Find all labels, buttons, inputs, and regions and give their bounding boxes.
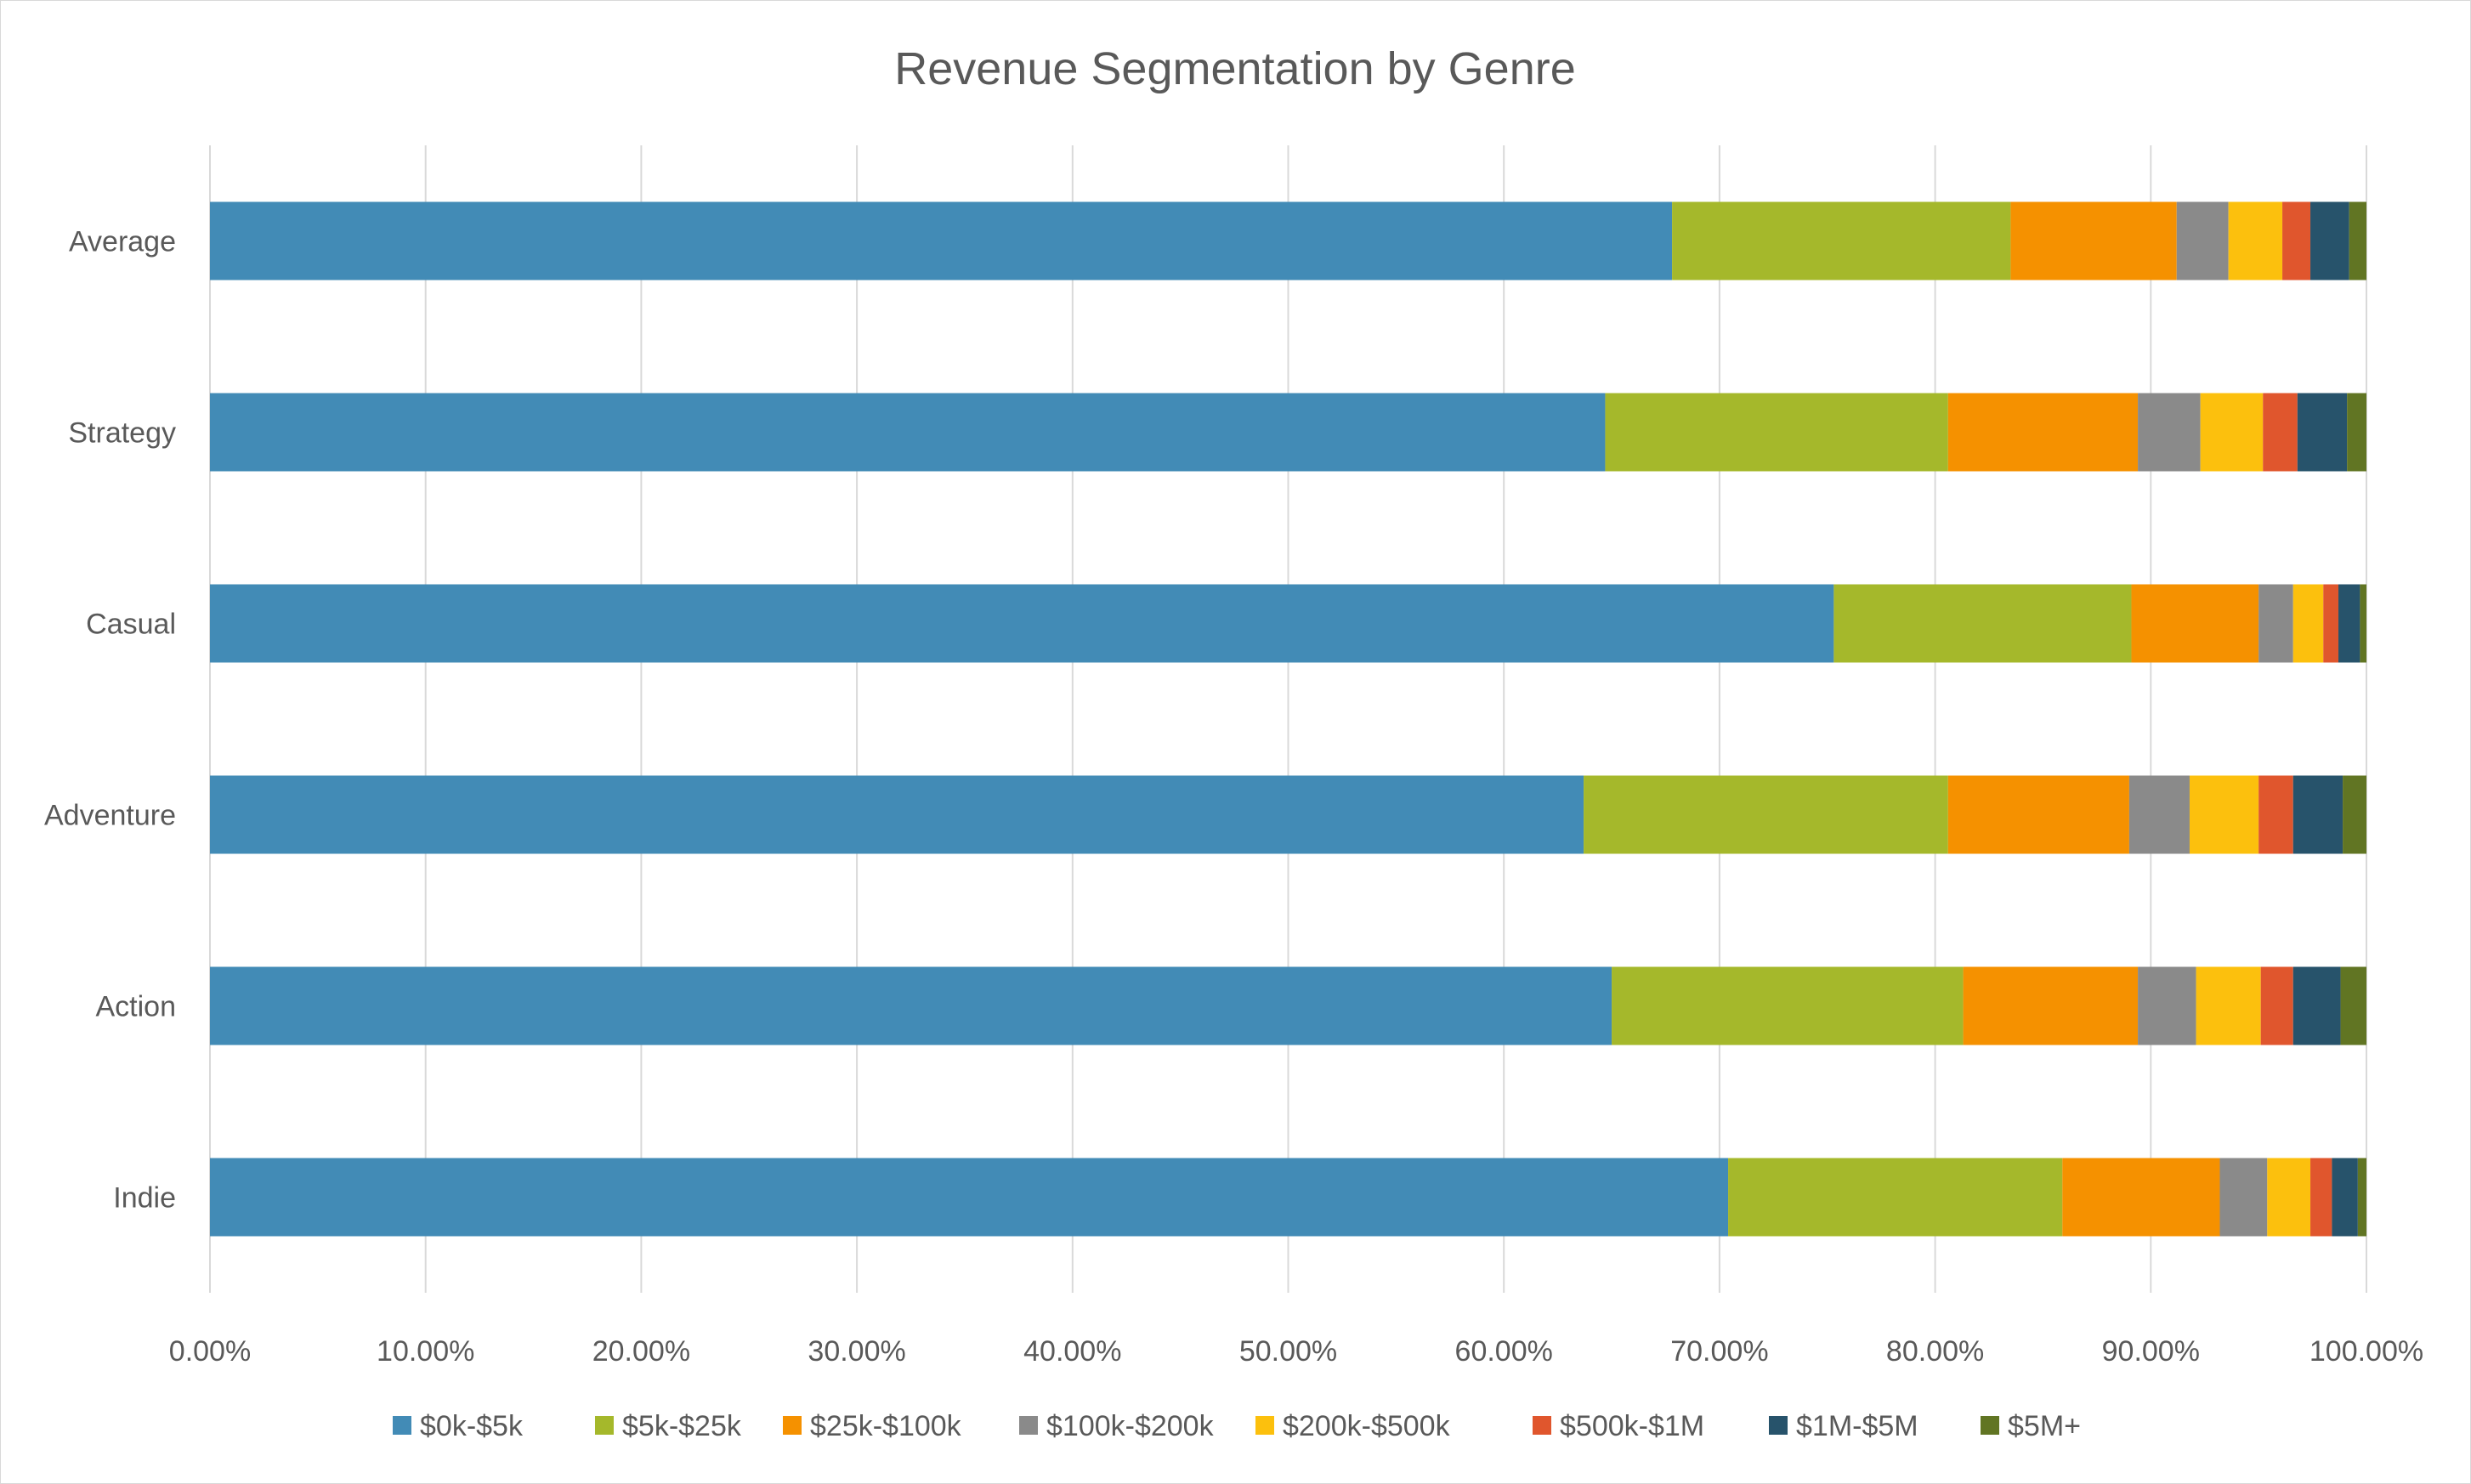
x-tick-label: 60.00% [1455, 1335, 1553, 1368]
x-tick-label: 30.00% [808, 1335, 905, 1368]
x-tick-label: 70.00% [1670, 1335, 1768, 1368]
x-tick-label: 50.00% [1239, 1335, 1337, 1368]
x-tick-label: 80.00% [1886, 1335, 1984, 1368]
bar-segment [2138, 393, 2201, 472]
bar-segment [1584, 775, 1948, 854]
bar-segment [1833, 584, 2132, 663]
bar-segment [210, 966, 1612, 1045]
category-label: Strategy [68, 417, 176, 450]
bar-segment [1947, 775, 2129, 854]
bar-segment [2010, 201, 2177, 280]
bar-segment [210, 201, 1673, 280]
bar-segment [2297, 393, 2348, 472]
legend-swatch [1533, 1416, 1551, 1435]
bar-segment [2176, 201, 2229, 280]
bar-segment [2360, 584, 2366, 663]
bar-segment [1947, 393, 2139, 472]
x-tick-label: 20.00% [592, 1335, 690, 1368]
bar-segment [210, 1158, 1729, 1237]
bar-segment [2131, 584, 2259, 663]
legend-swatch [1981, 1416, 1999, 1435]
bar-segment [2219, 1158, 2268, 1237]
x-tick-labels: 0.00% 10.00% 20.00% 30.00% 40.00% 50.00% 60.00… [169, 1335, 2423, 1368]
bar-segment [1605, 393, 1948, 472]
bar-segment [2357, 1158, 2366, 1237]
category-label: Casual [86, 609, 176, 641]
category-label: Action [96, 991, 177, 1023]
bar-segment [210, 584, 1834, 663]
legend-label: $25k-$100k [810, 1410, 962, 1442]
legend-label: $0k-$5k [420, 1410, 524, 1442]
legend-swatch [1019, 1416, 1038, 1435]
legend-label: $100k-$200k [1046, 1410, 1215, 1442]
legend-label: $200k-$500k [1283, 1410, 1451, 1442]
bar-segment [2260, 966, 2293, 1045]
chart-title: Revenue Segmentation by Genre [894, 43, 1576, 94]
bar-segment [2347, 393, 2366, 472]
bar-segment [2282, 201, 2311, 280]
bar-segment [2138, 966, 2196, 1045]
bar-segment [2292, 775, 2343, 854]
legend-swatch [1255, 1416, 1274, 1435]
bar-segment [2228, 201, 2283, 280]
bar-segment [2310, 1158, 2332, 1237]
bar-segment [2267, 1158, 2311, 1237]
bar-segment [2258, 584, 2293, 663]
x-tick-label: 40.00% [1023, 1335, 1121, 1368]
bar-segment [2189, 775, 2259, 854]
category-labels: Average Strategy Casual Adventure Action Indi… [44, 226, 176, 1215]
legend-label: $5M+ [2008, 1410, 2081, 1442]
legend-swatch [393, 1416, 411, 1435]
bar-segment [2258, 775, 2293, 854]
bar-segment [2292, 966, 2341, 1045]
bar-segment [210, 775, 1584, 854]
gridlines [209, 145, 2367, 1293]
bar-segment [2323, 584, 2339, 663]
bar-segment [2340, 966, 2366, 1045]
x-tick-label: 10.00% [377, 1335, 474, 1368]
legend: $0k-$5k $5k-$25k $25k-$100k $100k-$200k $200… [393, 1410, 2081, 1442]
x-tick-label: 0.00% [169, 1335, 251, 1368]
bar-segment [1963, 966, 2139, 1045]
category-label: Adventure [44, 800, 176, 832]
bar-segment [2338, 584, 2360, 663]
bar-segment [2196, 966, 2261, 1045]
bar-segment [2200, 393, 2264, 472]
bar-segment [2292, 584, 2324, 663]
legend-label: $1M-$5M [1796, 1410, 1918, 1442]
bar-segment [1728, 1158, 2063, 1237]
bar-segment [2263, 393, 2298, 472]
bar-segment [1612, 966, 1964, 1045]
legend-swatch [595, 1416, 614, 1435]
bar-segment [2343, 775, 2366, 854]
legend-swatch [1769, 1416, 1788, 1435]
x-tick-label: 100.00% [2309, 1335, 2423, 1368]
bar-segment [210, 393, 1606, 472]
bar-segment [2062, 1158, 2220, 1237]
category-label: Average [69, 226, 176, 258]
legend-label: $5k-$25k [622, 1410, 742, 1442]
category-label: Indie [113, 1182, 176, 1215]
legend-swatch [783, 1416, 802, 1435]
bar-segment [2128, 775, 2190, 854]
bars [210, 201, 2366, 1237]
bar-segment [2332, 1158, 2358, 1237]
bar-segment [2349, 201, 2366, 280]
legend-label: $500k-$1M [1560, 1410, 1704, 1442]
x-tick-label: 90.00% [2102, 1335, 2200, 1368]
bar-segment [2310, 201, 2349, 280]
bar-segment [1672, 201, 2011, 280]
